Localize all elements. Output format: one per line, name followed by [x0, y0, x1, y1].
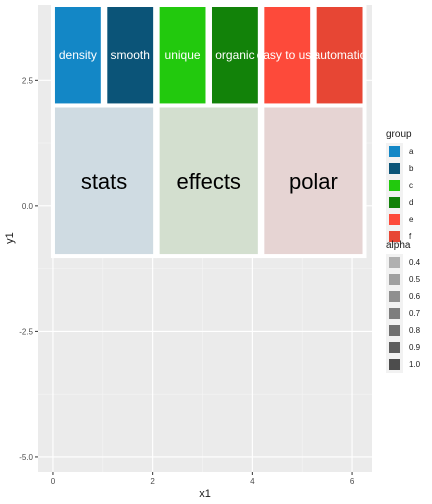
group-legend-item: a — [386, 143, 413, 160]
alpha-legend-label: 0.7 — [409, 309, 421, 318]
alpha-legend-label: 0.4 — [409, 258, 421, 267]
y-tick-label: 0.0 — [22, 202, 34, 211]
group-legend-key — [386, 143, 403, 160]
y-axis: -5.0 -2.5 0.0 2.5 — [19, 76, 38, 462]
group-legend-title: group — [386, 129, 412, 140]
alpha-legend-key — [386, 339, 403, 356]
alpha-legend-swatch — [389, 308, 400, 319]
big-tile-label: polar — [289, 169, 338, 194]
alpha-legend-key — [386, 305, 403, 322]
group-legend-item: b — [386, 160, 413, 177]
alpha-legend-item: 0.5 — [386, 271, 420, 288]
group-legend-label: e — [409, 215, 414, 224]
group-legend-label: c — [409, 181, 413, 190]
alpha-legend-swatch — [389, 274, 400, 285]
small-tile — [312, 3, 367, 108]
small-tile — [207, 3, 262, 108]
y-tick-label: -5.0 — [19, 453, 33, 462]
alpha-legend-label: 0.8 — [409, 326, 421, 335]
alpha-legend: alpha 0.4 0.5 0.6 0.7 0.8 0.9 1.0 — [386, 240, 420, 373]
group-legend-swatch — [389, 197, 400, 208]
group-legend-key — [386, 177, 403, 194]
group-legend-swatch — [389, 146, 400, 157]
group-legend-label: d — [409, 198, 414, 207]
big-tile — [50, 103, 158, 259]
group-legend-key — [386, 160, 403, 177]
group-legend-item: f — [386, 228, 413, 245]
alpha-legend-item: 0.6 — [386, 288, 420, 305]
alpha-legend-key — [386, 254, 403, 271]
x-axis: 0 2 4 6 — [51, 472, 355, 486]
alpha-legend-label: 0.5 — [409, 275, 421, 284]
alpha-legend-label: 0.6 — [409, 292, 421, 301]
big-tile — [155, 103, 262, 259]
small-tile-label: easy to use — [257, 48, 319, 62]
group-legend-swatch — [389, 214, 400, 225]
x-tick-label: 4 — [250, 477, 255, 486]
y-tick-label: 2.5 — [22, 76, 34, 85]
big-tile-label: effects — [177, 169, 241, 194]
group-legend-swatch — [389, 231, 400, 242]
alpha-legend-swatch — [389, 291, 400, 302]
alpha-legend-item: 0.9 — [386, 339, 420, 356]
y-axis-title: y1 — [4, 232, 16, 244]
y-tick-label: -2.5 — [19, 327, 33, 336]
alpha-legend-key — [386, 356, 403, 373]
alpha-legend-item: 0.4 — [386, 254, 420, 271]
small-tile — [260, 3, 315, 108]
small-tile — [50, 3, 105, 108]
alpha-legend-swatch — [389, 325, 400, 336]
alpha-legend-item: 0.8 — [386, 322, 420, 339]
small-tiles — [50, 3, 367, 108]
small-tile-label: unique — [165, 48, 201, 62]
group-legend-swatch — [389, 163, 400, 174]
alpha-legend-label: 0.9 — [409, 343, 421, 352]
small-tile-label: density — [59, 48, 97, 62]
x-axis-title: x1 — [199, 488, 211, 500]
small-tile-label: organic — [215, 48, 254, 62]
alpha-legend-swatch — [389, 342, 400, 353]
big-tiles — [50, 103, 367, 259]
group-legend-label: b — [409, 164, 414, 173]
alpha-legend-swatch — [389, 257, 400, 268]
alpha-legend-key — [386, 271, 403, 288]
group-legend-key — [386, 228, 403, 245]
alpha-legend-item: 1.0 — [386, 356, 420, 373]
alpha-legend-item: 0.7 — [386, 305, 420, 322]
alpha-legend-label: 1.0 — [409, 360, 421, 369]
x-tick-label: 0 — [51, 477, 56, 486]
x-tick-label: 2 — [150, 477, 155, 486]
alpha-legend-swatch — [389, 359, 400, 370]
big-tile-label: stats — [81, 169, 127, 194]
group-legend-item: c — [386, 177, 413, 194]
x-tick-label: 6 — [350, 477, 355, 486]
group-legend-label: a — [409, 147, 414, 156]
tile-labels: stats effects polar density smooth unique orga… — [59, 48, 366, 194]
group-legend-item: e — [386, 211, 413, 228]
group-legend-swatch — [389, 180, 400, 191]
group-legend-label: f — [409, 232, 412, 241]
alpha-legend-key — [386, 288, 403, 305]
alpha-legend-key — [386, 322, 403, 339]
group-legend-key — [386, 194, 403, 211]
group-legend-key — [386, 211, 403, 228]
small-tile-label: smooth — [111, 48, 150, 62]
group-legend-item: d — [386, 194, 413, 211]
small-tile-label: automatic — [314, 48, 366, 62]
small-tile — [155, 3, 210, 108]
alpha-legend-title: alpha — [386, 240, 411, 251]
small-tile — [103, 3, 158, 108]
